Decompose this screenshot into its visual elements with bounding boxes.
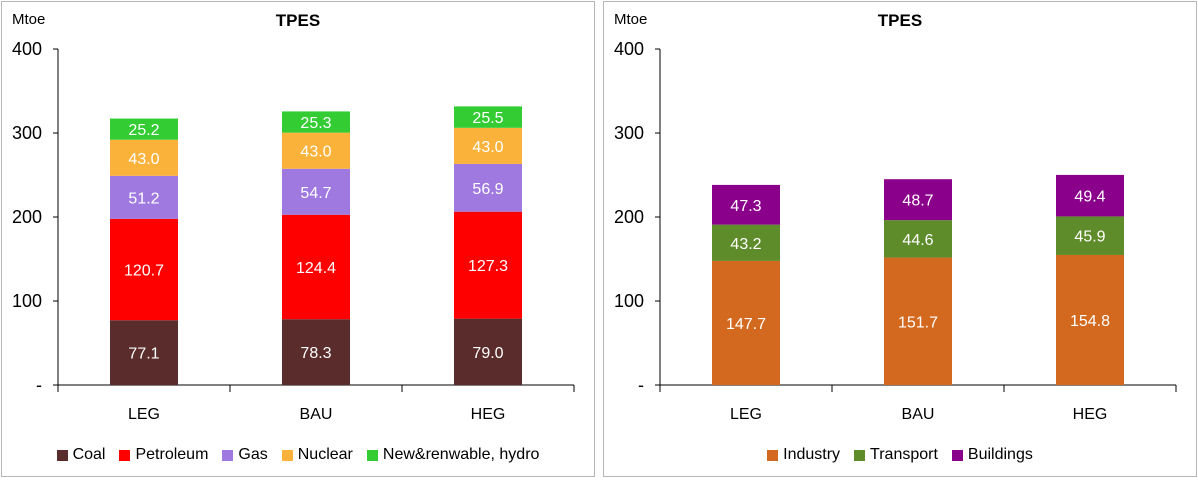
data-label: 25.5 [472, 110, 503, 127]
bar-segment-gas-heg [454, 163, 522, 212]
category-label: LEG [730, 406, 762, 423]
data-label: 25.3 [300, 115, 331, 132]
chart-panel-tpes-by-sector: Mtoe TPES - 100 200 300 400 147.7 43.2 47.3 LEG 151… [603, 1, 1197, 477]
y-tick-label: - [36, 375, 42, 395]
data-label: 54.7 [300, 185, 331, 202]
legend-swatch [854, 449, 866, 461]
bar-segment-new-renwable-hydro-heg [454, 106, 522, 128]
chart-panel-tpes-by-source: Mtoe TPES - 100 200 300 400 77.1 120.7 51.2 43.0 25… [1, 1, 595, 477]
category-label: BAU [902, 406, 935, 423]
category-label: HEG [1073, 406, 1108, 423]
data-label: 124.4 [296, 260, 336, 277]
y-tick-label: 400 [614, 39, 644, 59]
y-tick-label: 300 [12, 123, 42, 143]
bar-segment-petroleum-heg [454, 211, 522, 319]
bar-segment-buildings-leg [712, 184, 780, 225]
data-label: 154.8 [1070, 313, 1110, 330]
y-tick-label: 100 [614, 291, 644, 311]
legend-swatch [366, 449, 378, 461]
chart-svg-tpes-by-source: Mtoe TPES - 100 200 300 400 77.1 120.7 51.2 43.0 25… [12, 11, 575, 423]
data-label: 49.4 [1074, 189, 1105, 206]
legend-swatch [767, 449, 779, 461]
legend-item: Buildings [951, 446, 1033, 464]
data-label: 120.7 [124, 263, 164, 280]
data-label: 51.2 [128, 190, 159, 207]
data-label: 47.3 [730, 198, 761, 215]
legend-label: Nuclear [297, 446, 353, 463]
unit-label: Mtoe [614, 11, 647, 28]
chart-title: TPES [878, 11, 922, 30]
bar-segment-buildings-heg [1056, 174, 1124, 217]
legend-label: Buildings [967, 446, 1033, 463]
legend-item: Nuclear [281, 446, 353, 464]
data-label: 78.3 [300, 345, 331, 362]
legend-swatch [222, 449, 234, 461]
data-label: 56.9 [472, 181, 503, 198]
data-label: 77.1 [128, 346, 159, 363]
legend-label: Coal [72, 446, 106, 463]
bar-segment-transport-bau [884, 220, 952, 258]
bar-segment-new-renwable-hydro-bau [282, 111, 350, 133]
legend-item: Petroleum [119, 446, 208, 464]
bar-segment-transport-heg [1056, 216, 1124, 255]
bar-segment-petroleum-bau [282, 214, 350, 320]
data-label: 25.2 [128, 122, 159, 139]
y-tick-label: 100 [12, 291, 42, 311]
category-label: HEG [471, 406, 506, 423]
bar-segment-industry-heg [1056, 254, 1124, 385]
data-label: 151.7 [898, 314, 938, 331]
category-label: BAU [300, 406, 333, 423]
bar-segment-industry-bau [884, 257, 952, 385]
bar-segment-nuclear-leg [110, 139, 178, 176]
y-tick-label: 200 [614, 207, 644, 227]
data-label: 43.0 [472, 139, 503, 156]
bar-segment-transport-leg [712, 224, 780, 261]
bar-segment-industry-leg [712, 260, 780, 385]
bar-segment-coal-leg [110, 320, 178, 385]
legend-item: Industry [767, 446, 840, 464]
bar-segment-petroleum-leg [110, 218, 178, 321]
data-label: 45.9 [1074, 229, 1105, 246]
legend-swatch [56, 449, 68, 461]
legend-item: Coal [56, 446, 106, 464]
legend-item: Transport [854, 446, 938, 464]
data-label: 79.0 [472, 345, 503, 362]
bar-segment-gas-bau [282, 168, 350, 215]
data-label: 147.7 [726, 316, 766, 333]
data-label: 43.2 [730, 236, 761, 253]
data-label: 48.7 [902, 193, 933, 210]
bar-segment-coal-heg [454, 318, 522, 385]
category-label: LEG [128, 406, 160, 423]
bar-segment-buildings-bau [884, 179, 952, 221]
legend-swatch [951, 449, 963, 461]
y-tick-label: - [638, 375, 644, 395]
legend-item: New&renwable, hydro [366, 446, 540, 464]
legend-label: Gas [238, 446, 268, 463]
legend-label: Industry [783, 446, 841, 463]
legend-label: Petroleum [135, 446, 209, 463]
legend-swatch [119, 449, 131, 461]
bar-segment-nuclear-heg [454, 127, 522, 164]
data-label: 43.0 [128, 151, 159, 168]
legend-label: New&renwable, hydro [382, 446, 540, 463]
bar-segment-coal-bau [282, 319, 350, 385]
chart-svg-tpes-by-sector: Mtoe TPES - 100 200 300 400 147.7 43.2 47.3 LEG 151… [614, 11, 1177, 423]
y-tick-label: 200 [12, 207, 42, 227]
bar-segment-new-renwable-hydro-leg [110, 118, 178, 140]
bar-segment-gas-leg [110, 175, 178, 219]
data-label: 43.0 [300, 144, 331, 161]
data-label: 44.6 [902, 232, 933, 249]
data-label: 127.3 [468, 258, 508, 275]
chart-title: TPES [276, 11, 320, 30]
legend-label: Transport [870, 446, 938, 463]
legend-item: Gas [222, 446, 268, 464]
legend-tpes-by-sector: Industry Transport Buildings [604, 446, 1196, 464]
y-tick-label: 400 [12, 39, 42, 59]
y-tick-label: 300 [614, 123, 644, 143]
bar-segment-nuclear-bau [282, 132, 350, 169]
unit-label: Mtoe [12, 11, 45, 28]
legend-tpes-by-source: Coal Petroleum Gas Nuclear New&renwable, hyd… [2, 446, 594, 464]
legend-swatch [281, 449, 293, 461]
